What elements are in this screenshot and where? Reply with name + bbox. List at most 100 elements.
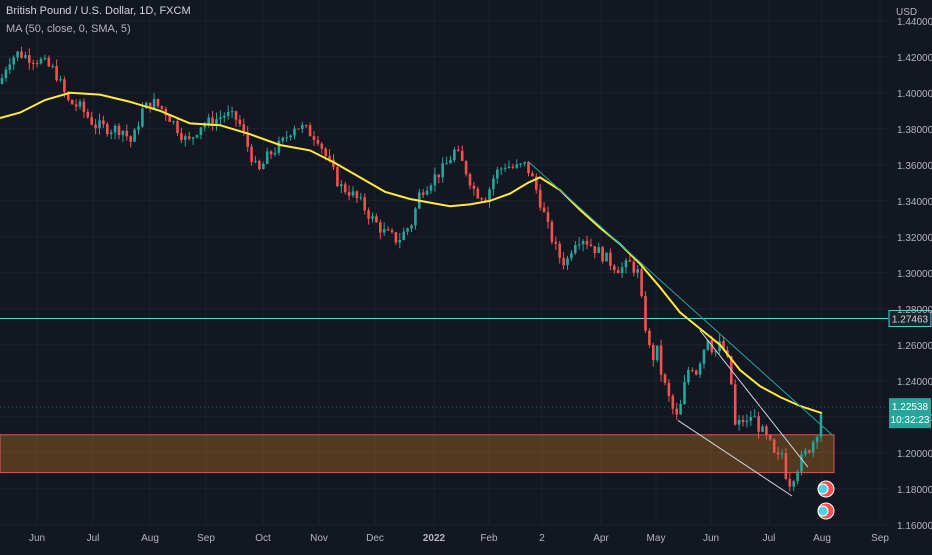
- candle-body: [511, 166, 515, 168]
- candle-body: [176, 121, 179, 134]
- price-tick-label: 1.44000: [897, 17, 932, 28]
- candle-body: [472, 185, 476, 189]
- candle-body: [636, 269, 639, 273]
- candle-body: [47, 57, 51, 67]
- candle-body: [20, 51, 23, 58]
- support-zone[interactable]: [0, 434, 835, 474]
- candle-body: [780, 453, 784, 455]
- candle-body: [320, 143, 324, 149]
- price-tick-label: 1.30000: [897, 269, 932, 280]
- candle-body: [363, 197, 366, 211]
- last-price-label: 1.22538: [892, 402, 929, 413]
- axis-currency: USD: [896, 7, 917, 18]
- candle-body: [644, 296, 647, 331]
- candle-body: [496, 169, 499, 179]
- candle-body: [804, 450, 807, 455]
- candle-body: [219, 117, 222, 120]
- candle-body: [28, 55, 31, 63]
- candle-body: [581, 240, 585, 245]
- event-icons[interactable]: [817, 480, 835, 520]
- candle-body: [293, 128, 296, 136]
- candle-body: [538, 189, 542, 208]
- candle-body: [277, 140, 281, 153]
- candle-body: [468, 174, 472, 186]
- time-axis[interactable]: Jun Jul Aug Sep Oct Nov Dec 2022 Feb 2 Apr May Jun Ju…: [29, 533, 889, 544]
- candle-body: [16, 51, 19, 58]
- candle-body: [597, 247, 600, 253]
- candle-body: [800, 454, 803, 472]
- candle-body: [82, 101, 86, 112]
- candle-body: [460, 150, 464, 162]
- candle-body: [74, 104, 78, 107]
- candle-body: [718, 341, 721, 352]
- candle-body: [109, 132, 113, 135]
- candle-body: [574, 244, 577, 254]
- candle-body: [410, 225, 413, 229]
- candle-body: [164, 108, 168, 116]
- candle-body: [784, 453, 788, 479]
- candle-body: [609, 252, 612, 266]
- ma-50-line: [0, 91, 823, 415]
- candle-body: [765, 426, 768, 435]
- price-tick-label: 1.18000: [897, 485, 932, 496]
- candle-body: [441, 163, 444, 178]
- candle-body: [35, 63, 39, 65]
- candle-body: [589, 244, 593, 247]
- candle-body: [238, 119, 242, 125]
- candle-body: [390, 230, 394, 233]
- candle-body: [332, 159, 335, 168]
- drawings[interactable]: [527, 160, 833, 497]
- candle-body: [207, 117, 210, 125]
- candle-body: [301, 125, 304, 129]
- candle-body: [258, 160, 261, 170]
- price-tick-label: 1.28000: [897, 305, 932, 316]
- candle-body: [86, 111, 90, 118]
- candle-body: [382, 229, 386, 233]
- candle-body: [792, 481, 795, 487]
- price-tick-label: 1.42000: [897, 53, 932, 64]
- candle-body: [367, 210, 370, 219]
- candle-body: [554, 241, 558, 244]
- candle-body: [211, 117, 214, 127]
- candle-body: [90, 117, 93, 125]
- horizontal-line[interactable]: 1.27463: [0, 309, 932, 327]
- candle-body: [652, 345, 655, 361]
- candle-body: [769, 434, 772, 440]
- time-tick-label: Jul: [763, 533, 776, 544]
- candle-body: [304, 125, 308, 127]
- price-tick-label: 1.20000: [897, 449, 932, 460]
- candle-body: [655, 345, 659, 361]
- time-tick-label: 2: [539, 533, 545, 544]
- candle-body: [265, 151, 269, 164]
- candle-body: [499, 168, 503, 170]
- candle-body: [464, 161, 468, 175]
- candle-body: [31, 62, 35, 64]
- candle-body: [223, 115, 226, 118]
- time-tick-label: Jun: [703, 533, 719, 544]
- candle-body: [316, 139, 320, 144]
- price-tick-label: 1.34000: [897, 197, 932, 208]
- candle-body: [371, 216, 374, 219]
- candle-body: [480, 198, 483, 200]
- support-zone-rect: [0, 434, 835, 474]
- candle-body: [39, 58, 43, 64]
- candle-body: [515, 164, 519, 168]
- wedge-upper-line: [699, 330, 809, 468]
- candle-body: [675, 408, 678, 415]
- candle-body: [667, 382, 671, 396]
- candle-body: [706, 340, 710, 350]
- candle-body: [125, 130, 129, 137]
- candle-body: [152, 99, 156, 109]
- candle-body: [246, 132, 249, 147]
- candle-body: [262, 163, 265, 170]
- candle-body: [546, 212, 550, 222]
- candle-body: [542, 207, 546, 213]
- candle-body: [523, 162, 526, 164]
- candle-body: [761, 426, 764, 432]
- time-tick-label: Sep: [871, 533, 889, 544]
- candle-body: [811, 442, 815, 453]
- price-tick-label: 1.36000: [897, 161, 932, 172]
